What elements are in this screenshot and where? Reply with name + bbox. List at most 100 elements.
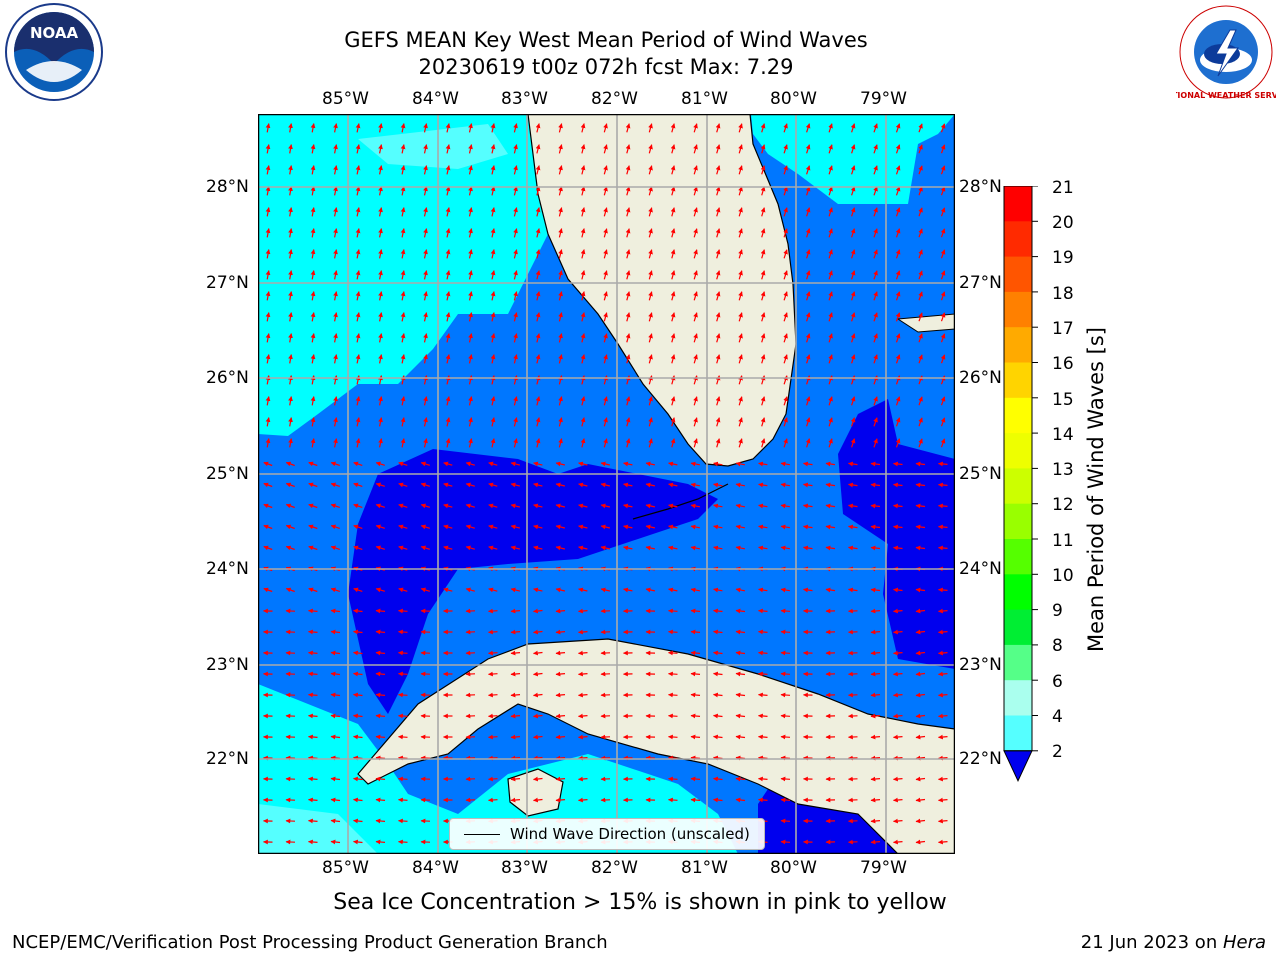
wind-wave-arrow (670, 354, 676, 364)
wind-wave-arrow (490, 354, 496, 364)
wind-wave-arrow (580, 144, 586, 154)
wind-wave-arrow (333, 270, 338, 280)
sea-ice-note: Sea Ice Concentration > 15% is shown in … (333, 890, 947, 915)
wind-wave-arrow (668, 608, 678, 614)
wind-wave-arrow (873, 186, 878, 196)
wind-wave-arrow (555, 587, 566, 593)
wind-wave-arrow (648, 270, 653, 280)
wind-wave-arrow (918, 144, 923, 154)
wind-wave-arrow (940, 291, 946, 301)
colorbar-band (1004, 397, 1032, 434)
wind-wave-arrow (918, 375, 923, 385)
wind-wave-arrow (288, 417, 293, 427)
wind-wave-arrow (895, 438, 901, 448)
wind-wave-arrow (895, 186, 901, 196)
wind-wave-arrow (488, 797, 498, 803)
wind-wave-arrow (400, 249, 406, 259)
wind-wave-arrow (713, 713, 723, 719)
wind-wave-arrow (445, 333, 451, 343)
wind-wave-arrow (353, 503, 363, 509)
wind-wave-arrow (735, 608, 746, 614)
wave-period-map[interactable] (258, 114, 955, 854)
wind-wave-arrow (310, 144, 316, 154)
wind-wave-arrow (378, 417, 383, 427)
wind-wave-arrow (330, 692, 341, 698)
nws-logo-text: NATIONAL WEATHER SERVICE (1176, 91, 1276, 100)
wind-wave-arrow (848, 587, 858, 593)
colorbar-band (1004, 256, 1032, 293)
wind-wave-arrow (780, 482, 790, 488)
wind-wave-arrow (558, 438, 563, 448)
cb-tick-18: 18 (1052, 284, 1074, 304)
wind-wave-arrow (378, 123, 383, 133)
wind-wave-arrow (670, 375, 676, 385)
wind-wave-arrow (803, 503, 813, 509)
wind-wave-arrow (713, 650, 723, 656)
wind-wave-arrow (780, 734, 791, 740)
wind-wave-arrow (263, 524, 273, 530)
wind-wave-arrow (333, 186, 338, 196)
wind-wave-arrow (690, 797, 701, 803)
lon-tick-top-80: 80°W (770, 89, 817, 109)
wind-wave-arrow (288, 438, 293, 448)
wind-wave-arrow (895, 354, 901, 364)
wind-wave-arrow (423, 291, 428, 301)
wind-wave-arrow (870, 545, 881, 551)
wind-wave-arrow (715, 249, 721, 259)
wind-wave-arrow (825, 482, 836, 488)
wind-wave-arrow (668, 587, 678, 593)
wind-wave-arrow (330, 734, 341, 740)
wind-wave-arrow (510, 461, 521, 467)
wind-wave-arrow (760, 144, 766, 154)
wind-wave-arrow (580, 354, 586, 364)
wind-wave-arrow (578, 734, 588, 740)
lon-tick-bottom-83: 83°W (501, 858, 548, 878)
wind-wave-arrow (915, 650, 926, 656)
wind-wave-arrow (400, 354, 406, 364)
wind-wave-arrow (783, 438, 788, 448)
wind-wave-arrow (848, 524, 858, 530)
wind-wave-arrow (873, 123, 878, 133)
wind-wave-arrow (513, 123, 518, 133)
wind-wave-arrow (265, 333, 271, 343)
wind-wave-arrow (468, 417, 473, 427)
contour-0-2-central (348, 449, 718, 714)
wind-wave-arrow (715, 417, 721, 427)
wind-wave-arrow (533, 482, 543, 488)
wind-wave-arrow (918, 186, 923, 196)
cb-tick-12: 12 (1052, 495, 1074, 515)
wind-wave-arrow (420, 524, 430, 530)
wind-wave-arrow (648, 165, 653, 175)
wind-wave-arrow (600, 461, 611, 467)
wind-wave-arrow (353, 797, 363, 803)
wind-wave-arrow (310, 228, 316, 238)
wind-wave-arrow (310, 438, 316, 448)
wind-wave-arrow (330, 545, 340, 551)
wind-wave-arrow (603, 375, 608, 385)
wind-wave-arrow (423, 333, 428, 343)
wind-wave-arrow (893, 818, 903, 824)
wind-wave-arrow (488, 713, 498, 719)
wind-wave-arrow (918, 207, 923, 217)
wind-wave-arrow (375, 629, 386, 635)
wind-wave-arrow (308, 503, 318, 509)
cb-tick-20: 20 (1052, 213, 1074, 233)
wind-wave-arrow (513, 375, 518, 385)
wind-wave-arrow (285, 482, 295, 488)
lon-tick-top-81: 81°W (681, 89, 728, 109)
wind-wave-arrow (330, 629, 341, 635)
cb-tick-4: 4 (1052, 707, 1063, 727)
wind-wave-arrow (333, 333, 338, 343)
wind-wave-arrow (285, 461, 295, 467)
chart-subtitle: 20230619 t00z 072h fcst Max: 7.29 (418, 55, 794, 79)
wind-wave-arrow (488, 587, 498, 593)
wind-wave-arrow (490, 417, 496, 427)
noaa-logo: NOAA (5, 3, 103, 101)
wind-wave-arrow (488, 629, 498, 635)
wind-wave-arrow (938, 671, 948, 677)
wind-wave-arrow (625, 249, 631, 259)
wind-wave-arrow (938, 839, 948, 845)
wind-wave-arrow (693, 123, 698, 133)
wind-wave-arrow (265, 396, 271, 406)
wind-wave-arrow (735, 734, 746, 740)
